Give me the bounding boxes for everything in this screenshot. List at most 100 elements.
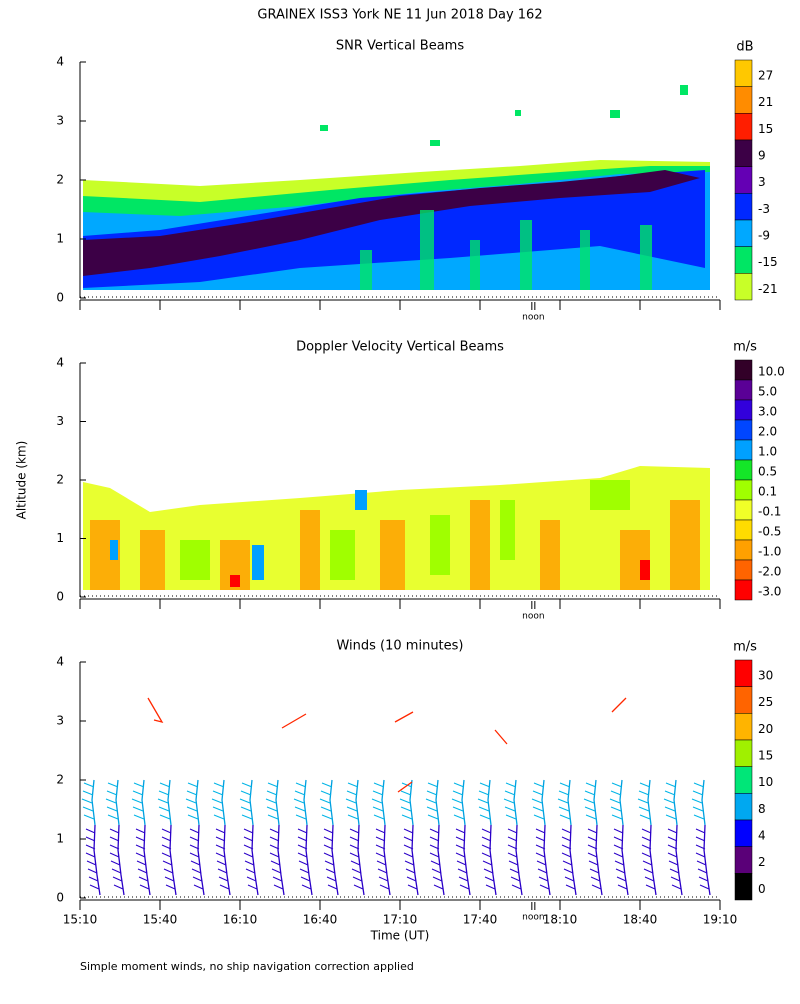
- footnote: Simple moment winds, no ship navigation …: [80, 960, 414, 973]
- x-tick-label: 17:40: [463, 913, 498, 927]
- x-tick-label: 18:10: [543, 913, 578, 927]
- colorbar-swatch: [734, 59, 753, 87]
- colorbar-swatch: [734, 219, 753, 247]
- colorbar-label: 8: [758, 802, 766, 816]
- colorbar-swatch: [734, 559, 753, 581]
- colorbar-label: 15: [758, 749, 773, 763]
- panel-title: SNR Vertical Beams: [336, 39, 464, 54]
- colorbar-swatch: [734, 479, 753, 501]
- x-tick-label: 15:40: [143, 913, 178, 927]
- colorbar-swatch: [734, 86, 753, 114]
- colorbar-swatch: [734, 359, 753, 381]
- colorbar-swatch: [734, 873, 753, 901]
- colorbar-swatch: [734, 273, 753, 301]
- colorbar-label: -15: [758, 255, 778, 269]
- wind-barbs: [81, 697, 711, 896]
- colorbar-label: 1.0: [758, 445, 777, 459]
- colorbar-swatch: [734, 399, 753, 421]
- colorbar-swatch: [734, 166, 753, 194]
- colorbar-label: -3: [758, 202, 770, 216]
- colorbar-label: 2.0: [758, 425, 777, 439]
- colorbar-label: 15: [758, 122, 773, 136]
- doppler-field: [83, 466, 710, 590]
- colorbar-label: -9: [758, 229, 770, 243]
- y-tick-label: 2: [56, 473, 64, 487]
- colorbar-label: 27: [758, 69, 773, 83]
- colorbar-label: 4: [758, 829, 766, 843]
- colorbar-swatch: [734, 819, 753, 847]
- colorbar-label: 3.0: [758, 405, 777, 419]
- x-tick-label: 16:10: [223, 913, 258, 927]
- y-tick-label: 0: [56, 291, 64, 305]
- y-tick-label: 1: [56, 232, 64, 246]
- colorbar-swatch: [734, 539, 753, 561]
- page-title: GRAINEX ISS3 York NE 11 Jun 2018 Day 162: [257, 8, 542, 23]
- x-axis-label: Time (UT): [370, 929, 430, 943]
- y-tick-label: 4: [56, 655, 64, 669]
- colorbar-label: -3.0: [758, 585, 781, 599]
- panel-title: Doppler Velocity Vertical Beams: [296, 340, 504, 355]
- x-tick-label: 18:40: [623, 913, 658, 927]
- y-tick-label: 0: [56, 590, 64, 604]
- y-tick-label: 2: [56, 773, 64, 787]
- colorbar-label: 0.1: [758, 485, 777, 499]
- colorbar-swatch: [734, 379, 753, 401]
- colorbar-label: -1.0: [758, 545, 781, 559]
- colorbar-label: 21: [758, 95, 773, 109]
- colorbar-label: 3: [758, 175, 766, 189]
- colorbar-label: 10: [758, 775, 773, 789]
- y-tick-label: 1: [56, 531, 64, 545]
- colorbar-swatch: [734, 113, 753, 141]
- colorbar-swatch: [734, 713, 753, 741]
- colorbar-swatch: [734, 419, 753, 441]
- colorbar-swatch: [734, 499, 753, 521]
- colorbar-swatch: [734, 579, 753, 601]
- colorbar-label: 2: [758, 855, 766, 869]
- colorbar-label: 10.0: [758, 365, 785, 379]
- colorbar-label: 20: [758, 722, 773, 736]
- y-tick-label: 2: [56, 173, 64, 187]
- colorbar-swatch: [734, 766, 753, 794]
- colorbar-swatch: [734, 739, 753, 767]
- noon-label: noon: [522, 913, 544, 923]
- snr-field: [83, 85, 710, 290]
- colorbar-swatch: [734, 439, 753, 461]
- colorbar-swatch: [734, 193, 753, 221]
- y-tick-label: 3: [56, 114, 64, 128]
- colorbar-label: -0.1: [758, 505, 781, 519]
- colorbar-label: 0.5: [758, 465, 777, 479]
- x-tick-label: 19:10: [703, 913, 738, 927]
- colorbar-label: 9: [758, 149, 766, 163]
- y-tick-label: 1: [56, 832, 64, 846]
- colorbar-unit: m/s: [733, 640, 757, 655]
- colorbar-swatch: [734, 459, 753, 481]
- colorbar-swatch: [734, 793, 753, 821]
- colorbar-swatch: [734, 246, 753, 274]
- colorbar-swatch: [734, 139, 753, 167]
- y-tick-label: 0: [56, 891, 64, 905]
- colorbar-label: 0: [758, 882, 766, 896]
- colorbar-swatch: [734, 659, 753, 687]
- y-tick-label: 4: [56, 55, 64, 69]
- colorbar-unit: dB: [736, 40, 753, 55]
- noon-label: noon: [522, 612, 544, 622]
- y-tick-label: 3: [56, 414, 64, 428]
- y-tick-label: 4: [56, 356, 64, 370]
- noon-label: noon: [522, 313, 544, 323]
- y-axis-label: Altitude (km): [15, 441, 29, 520]
- colorbar-swatch: [734, 686, 753, 714]
- colorbar-label: -0.5: [758, 525, 781, 539]
- y-tick-label: 3: [56, 714, 64, 728]
- colorbar-label: 30: [758, 669, 773, 683]
- panel-title: Winds (10 minutes): [336, 639, 463, 654]
- colorbar-swatch: [734, 519, 753, 541]
- x-tick-label: 15:10: [63, 913, 98, 927]
- colorbar-unit: m/s: [733, 340, 757, 355]
- x-tick-label: 16:40: [303, 913, 338, 927]
- colorbar-label: 25: [758, 695, 773, 709]
- colorbar-label: -2.0: [758, 565, 781, 579]
- colorbar-label: -21: [758, 282, 778, 296]
- colorbar-label: 5.0: [758, 385, 777, 399]
- colorbar-swatch: [734, 846, 753, 874]
